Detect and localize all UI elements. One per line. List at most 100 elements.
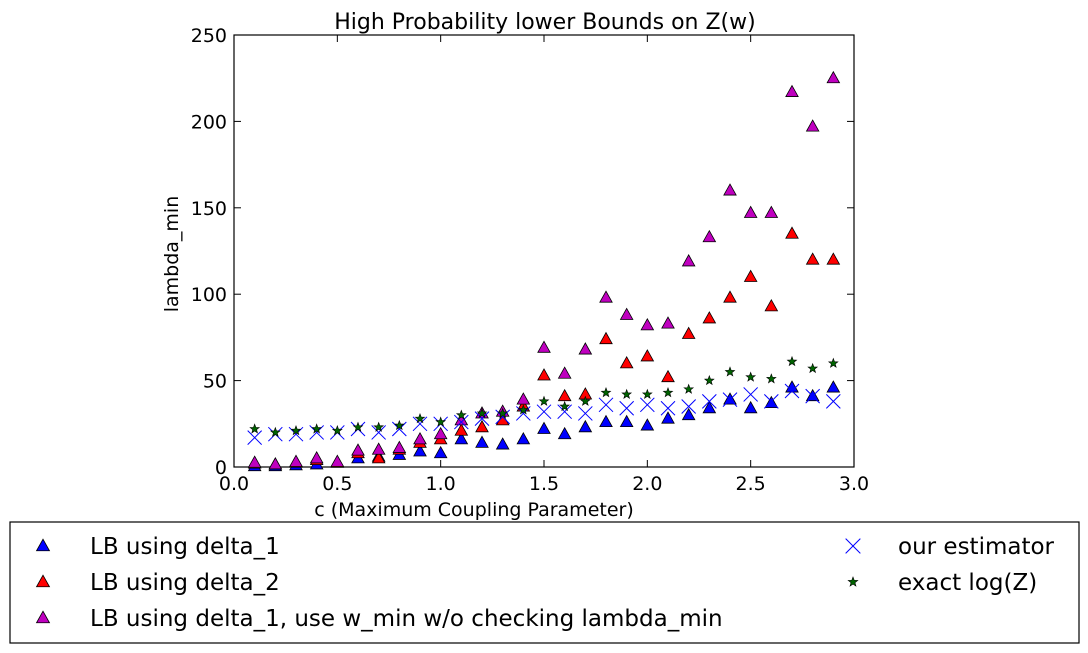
y-tick-label: 200 [191,111,227,133]
data-point [497,407,509,419]
data-point [827,357,839,368]
data-point [702,400,717,414]
data-point [412,416,428,432]
data-point [269,426,281,438]
data-point [290,425,302,436]
data-point [536,404,552,420]
data-point [619,400,635,416]
legend-entry: our estimator [845,534,1055,560]
y-tick-label: 250 [191,25,227,47]
data-point [640,418,655,431]
data-point [805,388,821,404]
data-point [579,395,591,406]
data-point [825,393,841,409]
data-point [826,380,841,393]
series-4 [249,355,839,438]
data-point [433,445,448,459]
y-tick-label: 0 [215,457,227,479]
data-point [475,419,489,433]
data-point [516,392,531,405]
data-point [703,374,715,386]
data-point [578,342,593,355]
axis-ticks: 0.0 0.5 1.0 1.5 2.0 2.5 3.0 0 50 100 150 200 250 [191,25,869,495]
data-point [537,340,551,353]
data-point [247,430,263,445]
data-point [393,419,405,431]
data-point [557,366,572,379]
legend-entry: LB using delta_1, use w_min w/o checking… [35,606,723,632]
data-point [723,183,737,196]
data-point [701,393,717,409]
y-tick-label: 150 [191,198,227,220]
data-point [826,252,841,265]
data-point [661,316,675,329]
legend-label: our estimator [898,534,1055,560]
data-point [764,205,779,218]
data-point [414,412,426,424]
data-point [557,388,572,402]
legend-marker [845,538,861,554]
x-tick-label: 1.5 [529,473,559,495]
data-point [351,443,365,456]
data-point [455,409,467,420]
data-point [557,426,572,440]
y-tick-label: 50 [203,371,227,393]
data-point [619,307,634,320]
data-point [743,269,758,282]
data-point [330,454,345,467]
data-point [619,356,634,369]
legend-marker [35,538,51,552]
data-point [371,442,386,455]
data-point [413,444,427,457]
data-point [807,362,819,374]
data-point [681,254,696,267]
data-point [557,404,573,420]
data-point [639,397,655,413]
data-point [476,407,488,419]
data-point [786,355,798,367]
data-point [598,397,614,413]
data-point [702,311,717,324]
data-point [309,451,324,464]
data-point [371,451,386,464]
data-point [599,414,613,428]
data-point [743,387,759,402]
data-point [722,392,738,407]
data-point [289,454,303,467]
legend: LB using delta_1 LB using delta_2 LB using… [35,534,1055,632]
data-point [435,416,447,427]
y-axis-label: lambda_min [161,196,183,313]
data-marks [247,70,841,472]
data-point [683,383,695,394]
data-point [495,437,510,450]
data-point [661,411,675,424]
series-2 [247,70,841,470]
data-point [537,421,551,434]
legend-label: LB using delta_1 [90,534,280,560]
data-point [784,383,800,399]
data-point [826,70,841,84]
data-point [723,392,737,405]
legend-label: LB using delta_2 [90,570,280,596]
x-tick-label: 0.5 [322,473,352,495]
data-point [785,380,799,393]
legend-marker [847,576,859,587]
data-point [475,435,489,448]
data-point [249,423,261,434]
legend-label: exact log(Z) [898,570,1037,596]
data-point [537,368,551,381]
data-point [640,317,655,331]
data-point [745,371,757,382]
data-point [681,326,696,339]
legend-entry: LB using delta_2 [35,570,280,596]
data-point [662,387,674,398]
data-point [702,229,717,243]
data-point [660,400,676,416]
data-point [311,423,323,434]
data-point [453,414,469,430]
data-point [352,421,364,432]
data-point [621,388,633,400]
data-point [765,373,777,384]
data-point [785,226,799,239]
